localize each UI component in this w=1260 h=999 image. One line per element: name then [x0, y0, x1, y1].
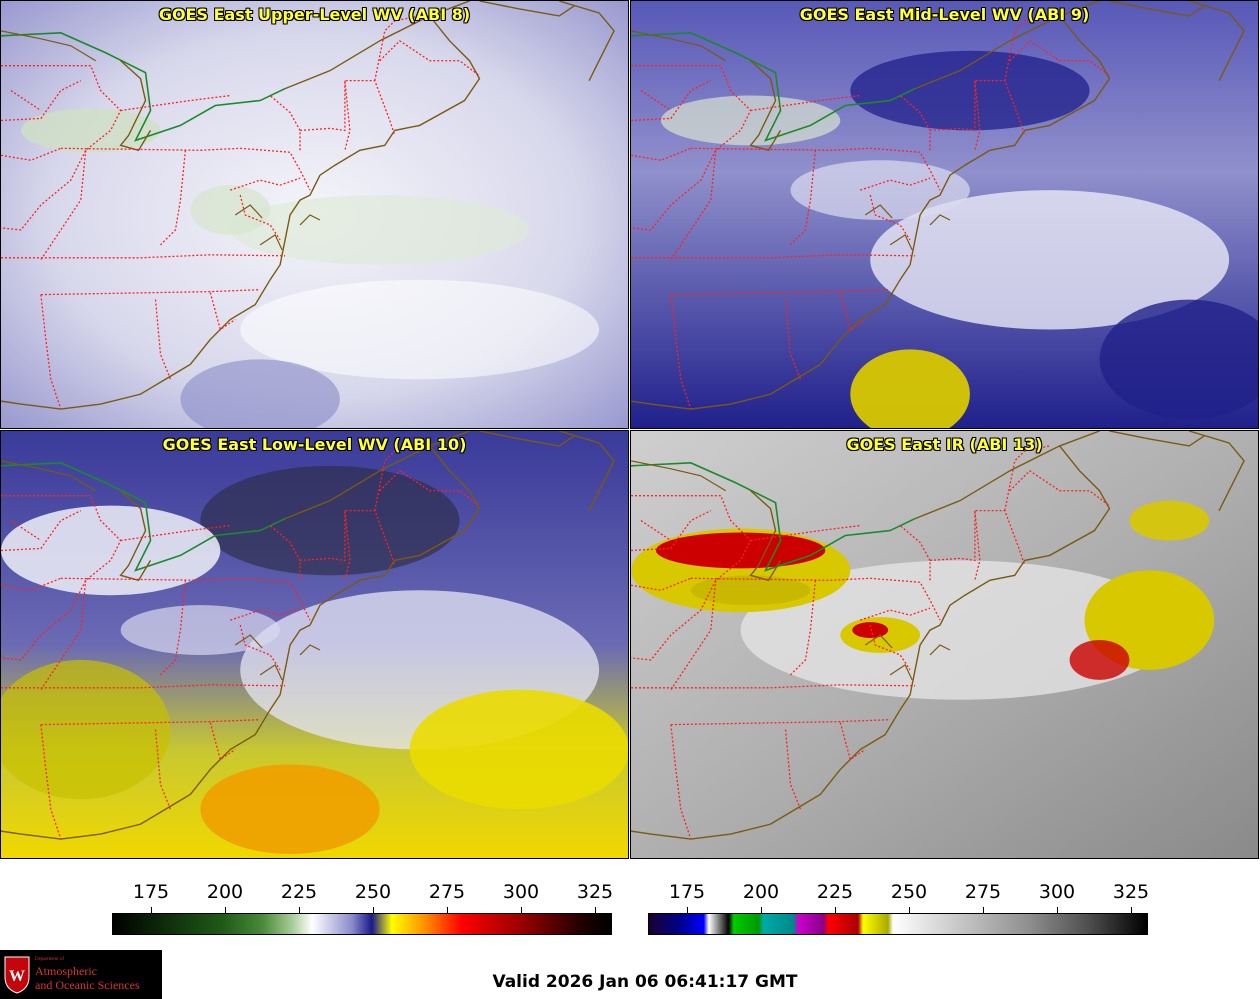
ir-colorbar-tick-label: 250 — [890, 881, 928, 903]
wv-colorbar-tick-label: 200 — [206, 881, 244, 903]
wv-colorbar-tick-label: 175 — [132, 881, 170, 903]
panel-title: GOES East Low-Level WV (ABI 10) — [162, 435, 467, 454]
wv-colorbar-tickmark — [225, 907, 226, 913]
mid-level-wv-image — [631, 1, 1258, 428]
logo-line-1: Atmospheric — [35, 964, 97, 978]
upper-level-wv-image — [1, 1, 628, 428]
wv-colorbar-tickmark — [521, 907, 522, 913]
uw-crest-icon: W — [4, 956, 30, 994]
wv-colorbar-tickmark — [299, 907, 300, 913]
ir-colorbar-tickmark — [835, 907, 836, 913]
wv-colorbar-tick-label: 250 — [354, 881, 392, 903]
low-level-wv-panel: GOES East Low-Level WV (ABI 10) — [0, 430, 629, 859]
low-level-wv-image — [1, 431, 628, 858]
department-logo: W Department of Atmospheric and Oceanic … — [0, 950, 162, 999]
ir-colorbar-tickmark — [983, 907, 984, 913]
ir-colorbar-tickmark — [687, 907, 688, 913]
ir-colorbar-tick-label: 225 — [816, 881, 854, 903]
wv-colorbar: 175 200 225 250 275 300 325 — [112, 876, 614, 938]
panel-title: GOES East IR (ABI 13) — [846, 435, 1043, 454]
ir-colorbar-ticks: 175 200 225 250 275 300 325 — [648, 876, 1150, 913]
wv-colorbar-tick-label: 275 — [428, 881, 466, 903]
ir-colorbar-tick-label: 200 — [742, 881, 780, 903]
ir-colorbar: 175 200 225 250 275 300 325 — [648, 876, 1150, 938]
valid-time-label: Valid 2026 Jan 06 06:41:17 GMT — [492, 972, 798, 992]
ir-colorbar-tickmark — [761, 907, 762, 913]
panel-title: GOES East Mid-Level WV (ABI 9) — [799, 5, 1090, 24]
ir-colorbar-tick-label: 300 — [1038, 881, 1076, 903]
wv-colorbar-tickmark — [151, 907, 152, 913]
ir-colorbar-gradient — [648, 913, 1148, 935]
wv-colorbar-tick-label: 325 — [576, 881, 614, 903]
ir-panel: GOES East IR (ABI 13) — [630, 430, 1259, 859]
wv-colorbar-tickmark — [447, 907, 448, 913]
ir-colorbar-tickmark — [909, 907, 910, 913]
mid-level-wv-panel: GOES East Mid-Level WV (ABI 9) — [630, 0, 1259, 429]
wv-colorbar-tickmark — [373, 907, 374, 913]
ir-image — [631, 431, 1258, 858]
svg-text:W: W — [9, 968, 25, 985]
wv-colorbar-ticks: 175 200 225 250 275 300 325 — [112, 876, 614, 913]
panel-title: GOES East Upper-Level WV (ABI 8) — [158, 5, 471, 24]
wv-colorbar-gradient — [112, 913, 612, 935]
ir-colorbar-tick-label: 175 — [668, 881, 706, 903]
ir-colorbar-tick-label: 275 — [964, 881, 1002, 903]
ir-colorbar-tick-label: 325 — [1112, 881, 1150, 903]
ir-colorbar-tickmark — [1057, 907, 1058, 913]
wv-colorbar-tick-label: 300 — [502, 881, 540, 903]
logo-dept-label: Department of — [35, 957, 65, 962]
wv-colorbar-tickmark — [595, 907, 596, 913]
logo-line-2: and Oceanic Sciences — [35, 978, 140, 992]
ir-colorbar-tickmark — [1131, 907, 1132, 913]
upper-level-wv-panel: GOES East Upper-Level WV (ABI 8) — [0, 0, 629, 429]
wv-colorbar-tick-label: 225 — [280, 881, 318, 903]
